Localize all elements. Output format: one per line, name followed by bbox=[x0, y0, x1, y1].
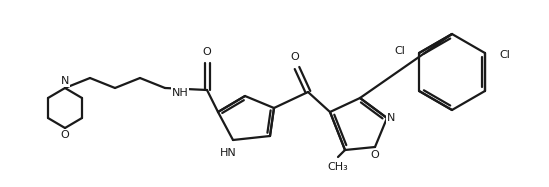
Text: HN: HN bbox=[220, 148, 237, 158]
Text: N: N bbox=[387, 113, 395, 123]
Text: O: O bbox=[60, 130, 69, 140]
Text: Cl: Cl bbox=[394, 46, 405, 56]
Text: Cl: Cl bbox=[499, 50, 510, 60]
Text: O: O bbox=[203, 47, 211, 57]
Text: NH: NH bbox=[172, 88, 189, 98]
Text: CH₃: CH₃ bbox=[328, 162, 349, 172]
Text: N: N bbox=[61, 76, 69, 86]
Text: O: O bbox=[371, 150, 379, 160]
Text: O: O bbox=[290, 52, 299, 62]
